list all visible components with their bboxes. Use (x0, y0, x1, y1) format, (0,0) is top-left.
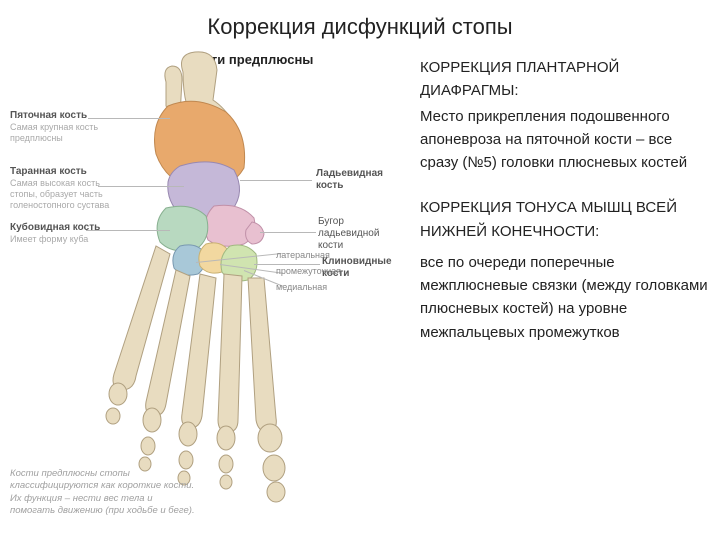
label-main: Бугор ладьевидной кости (318, 216, 398, 252)
leader-line (254, 264, 320, 265)
leader-line (240, 180, 312, 181)
diagram-footnote: Кости предплюсны стопы классифицируются … (10, 468, 200, 517)
label-navicular: Ладьевидная кость (316, 168, 396, 192)
label-calcaneus: Пяточная кость Самая крупная кость предп… (10, 110, 100, 144)
leader-line (88, 118, 170, 119)
page-title: Коррекция дисфункций стопы (0, 0, 720, 40)
label-cun-med: медиальная (276, 282, 336, 293)
label-sub: Имеет форму куба (10, 234, 110, 245)
section1-head: КОРРЕКЦИЯ ПЛАНТАРНОЙ ДИАФРАГМЫ: (420, 56, 712, 103)
label-main: Ладьевидная кость (316, 168, 396, 192)
label-cun-int: промежуточная (276, 266, 346, 277)
leader-line (98, 186, 184, 187)
section2-body: все по очереди поперечные межплюсневые с… (420, 251, 712, 344)
label-cuboid: Кубовидная кость Имеет форму куба (10, 222, 110, 245)
section1-body: Место прикрепления подошвенного апоневро… (420, 105, 712, 175)
leader-line (260, 232, 316, 233)
section2-head: КОРРЕКЦИЯ ТОНУСА МЫШЦ ВСЕЙ НИЖНЕЙ КОНЕЧН… (420, 196, 712, 243)
label-sub: Самая высокая кость стопы, образует част… (10, 178, 110, 210)
label-main: Пяточная кость (10, 110, 100, 122)
anatomy-diagram: Кости предплюсны (8, 50, 418, 530)
text-column: КОРРЕКЦИЯ ПЛАНТАРНОЙ ДИАФРАГМЫ: Место пр… (420, 56, 712, 366)
label-main: Таранная кость (10, 166, 110, 178)
label-talus: Таранная кость Самая высокая кость стопы… (10, 166, 110, 210)
label-main: Кубовидная кость (10, 222, 110, 234)
label-navicular-tuber: Бугор ладьевидной кости (318, 216, 398, 252)
label-sub: Самая крупная кость предплюсны (10, 122, 100, 144)
label-cun-lat: латеральная (276, 250, 336, 261)
